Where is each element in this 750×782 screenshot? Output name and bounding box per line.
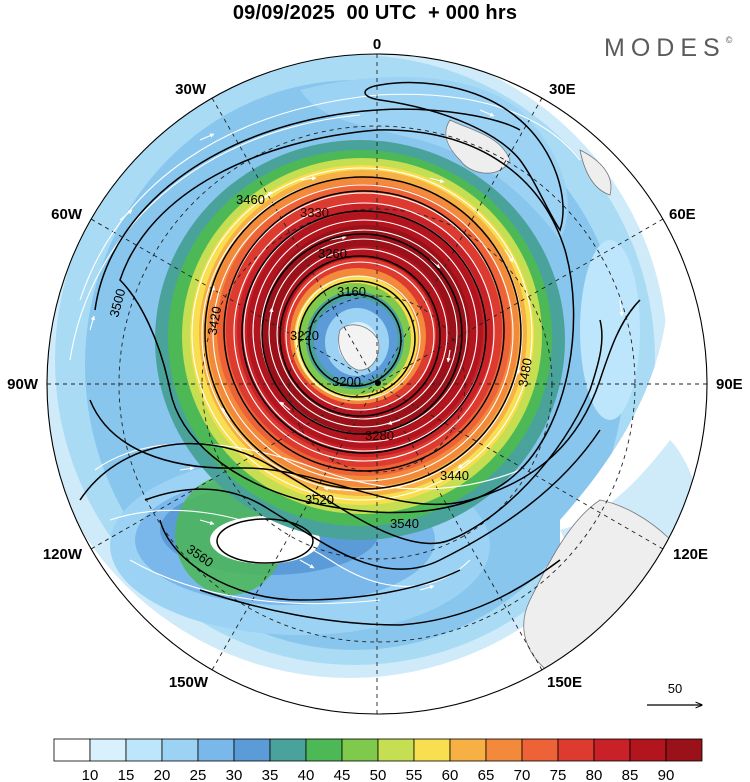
colorbar-swatch	[233, 738, 271, 762]
colorbar-tick-label: 90	[658, 767, 675, 782]
contour-label-3520: 3520	[305, 492, 334, 507]
colorbar-tick-label: 75	[550, 767, 567, 782]
lon-label-120e: 120E	[673, 546, 708, 563]
colorbar-tick-label: 80	[586, 767, 603, 782]
lon-label-60e: 60E	[669, 206, 696, 223]
contour-label-3500: 3500	[106, 287, 128, 319]
colorbar-swatch	[269, 738, 307, 762]
colorbar-swatch	[53, 738, 91, 762]
colorbar-tick-label: 25	[190, 767, 207, 782]
colorbar-tick-label: 10	[82, 767, 99, 782]
brand-logo: MODES©	[604, 34, 732, 63]
contour-label-3220: 3220	[290, 328, 319, 343]
lon-label-60w: 60W	[51, 206, 83, 223]
colorbar-swatch	[629, 738, 667, 762]
colorbar-swatch	[413, 738, 451, 762]
colorbar-swatch	[341, 738, 379, 762]
height-contours	[79, 81, 641, 626]
contour-label-3460: 3460	[236, 192, 265, 207]
colorbar-labels: 10 15 20 25 30 35 40 45 50 55 60 65 70 75 80 85 90	[82, 767, 675, 782]
colorbar-swatch	[377, 738, 415, 762]
reference-vector: 50	[647, 681, 702, 705]
copyright-mark: ©	[725, 34, 733, 45]
lon-label-30w: 30W	[175, 81, 207, 98]
contour-label-3260: 3260	[318, 246, 347, 261]
colorbar-swatch	[197, 738, 235, 762]
lon-label-0: 0	[373, 36, 381, 53]
contour-label-3480: 3480	[515, 357, 535, 388]
colorbar-swatch	[89, 738, 127, 762]
colorbar-swatch	[665, 738, 703, 762]
lon-label-120w: 120W	[43, 546, 83, 563]
colorbar-tick-label: 35	[262, 767, 279, 782]
colorbar-tick-label: 70	[514, 767, 531, 782]
pole-marker	[375, 380, 381, 386]
contour-label-3440: 3440	[440, 468, 469, 483]
colorbar-swatch	[521, 738, 559, 762]
map-boundary	[46, 53, 708, 715]
polar-map: 3160 3200 3220 3260 3280 3330 3420 3440 …	[7, 36, 743, 715]
lon-label-150e: 150E	[547, 674, 582, 691]
contour-label-3160: 3160	[337, 284, 366, 299]
colorbar-swatch	[557, 738, 595, 762]
colorbar-swatch	[449, 738, 487, 762]
lon-label-30e: 30E	[549, 81, 576, 98]
colorbar-tick-label: 15	[118, 767, 135, 782]
contour-label-3540: 3540	[390, 516, 419, 531]
colorbar-swatch	[305, 738, 343, 762]
colorbar-tick-label: 55	[406, 767, 423, 782]
contour-label-3330: 3330	[300, 205, 329, 220]
colorbar-tick-label: 65	[478, 767, 495, 782]
colorbar-tick-label: 85	[622, 767, 639, 782]
colorbar-swatch	[593, 738, 631, 762]
colorbar-tick-label: 30	[226, 767, 243, 782]
contour-label-3280: 3280	[365, 428, 394, 443]
colorbar-swatch	[125, 738, 163, 762]
lon-label-90e: 90E	[716, 376, 743, 393]
colorbar-tick-label: 20	[154, 767, 171, 782]
map-title: 09/09/2025 00 UTC + 000 hrs	[232, 2, 518, 24]
contour-label-3200: 3200	[332, 374, 361, 389]
meridian-labels: 0 30E 60E 90E 120E 150E 180 150W 120W 90…	[7, 36, 743, 691]
streamline-arrowheads	[89, 109, 624, 591]
colorbar-tick-label: 45	[334, 767, 351, 782]
contour-label-group: 3160 3200 3220 3260 3280 3330 3420 3440 …	[106, 192, 535, 570]
contour-label-3420: 3420	[204, 305, 224, 336]
brand-name: MODES	[604, 34, 726, 62]
colorbar-swatch	[485, 738, 523, 762]
colorbar-tick-label: 60	[442, 767, 459, 782]
colorbar-swatch	[161, 738, 199, 762]
lon-label-90w: 90W	[7, 376, 39, 393]
colorbar-tick-label: 50	[370, 767, 387, 782]
colorbar-tick-label: 40	[298, 767, 315, 782]
lon-label-150w: 150W	[169, 674, 209, 691]
wind-speed-field	[47, 54, 707, 714]
colorbar-swatches	[53, 738, 703, 762]
reference-vector-label: 50	[668, 681, 682, 696]
